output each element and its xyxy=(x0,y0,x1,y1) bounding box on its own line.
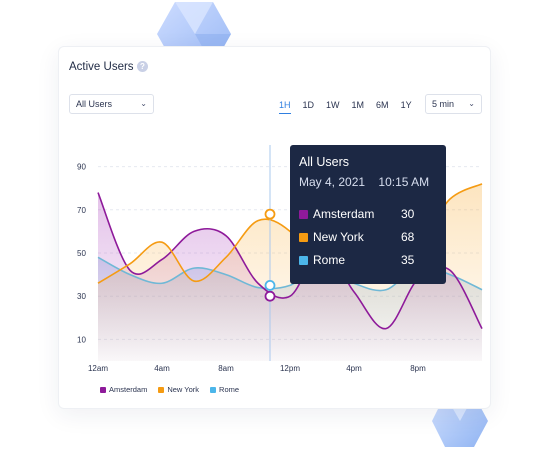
legend-swatch xyxy=(100,386,106,393)
chart-tooltip: All Users May 4, 2021 10:15 AM Amsterdam… xyxy=(290,145,446,284)
x-tick-label: 12pm xyxy=(280,364,300,373)
x-tick-label: 8am xyxy=(218,364,234,373)
tooltip-swatch xyxy=(299,209,308,219)
chart-legend: Amsterdam New York Rome xyxy=(100,385,250,394)
tooltip-row-value: 30 xyxy=(401,207,415,221)
marker-amsterdam xyxy=(264,290,276,302)
help-icon[interactable]: ? xyxy=(137,61,148,72)
tooltip-row-rome: Rome 35 xyxy=(299,253,437,267)
y-tick-label: 10 xyxy=(77,335,86,344)
legend-swatch xyxy=(210,386,217,393)
legend-label: New York xyxy=(167,385,200,394)
tooltip-row-amsterdam: Amsterdam 30 xyxy=(299,207,437,221)
x-tick-label: 4am xyxy=(154,364,170,373)
card-title: Active Users xyxy=(69,61,134,73)
tab-range-6m[interactable]: 6M xyxy=(376,100,389,110)
tooltip-row-name: Rome xyxy=(313,253,346,267)
tooltip-title: All Users xyxy=(299,155,350,169)
tooltip-row-name: New York xyxy=(313,230,364,244)
legend-label: Amsterdam xyxy=(109,385,148,394)
x-tick-label: 8pm xyxy=(410,364,426,373)
tab-range-1h[interactable]: 1H xyxy=(279,100,291,114)
legend-item-rome[interactable]: Rome xyxy=(210,385,239,394)
chevron-down-icon: ⌄ xyxy=(140,99,147,108)
interval-select-value: 5 min xyxy=(432,99,455,109)
legend-item-amsterdam[interactable]: Amsterdam xyxy=(100,385,147,394)
segment-select-value: All Users xyxy=(76,99,113,109)
tooltip-row-new-york: New York 68 xyxy=(299,230,437,244)
legend-swatch xyxy=(158,386,165,393)
tab-range-1m[interactable]: 1M xyxy=(351,100,365,110)
tooltip-time: 10:15 AM xyxy=(378,175,430,189)
tooltip-date: May 4, 2021 xyxy=(299,175,366,189)
chevron-down-icon: ⌄ xyxy=(468,99,475,108)
tooltip-row-name: Amsterdam xyxy=(313,207,375,221)
tab-range-1d[interactable]: 1D xyxy=(302,100,315,110)
tooltip-row-value: 68 xyxy=(401,230,415,244)
x-tick-label: 12am xyxy=(88,364,108,373)
x-tick-label: 4pm xyxy=(346,364,362,373)
marker-new-york xyxy=(264,208,276,220)
tooltip-datetime: May 4, 2021 10:15 AM xyxy=(299,175,437,189)
marker-rome xyxy=(264,279,276,291)
legend-label: Rome xyxy=(219,385,240,394)
tooltip-swatch xyxy=(299,255,308,265)
tab-range-1y[interactable]: 1Y xyxy=(400,100,412,110)
legend-item-new-york[interactable]: New York xyxy=(158,385,199,394)
tooltip-swatch xyxy=(299,232,308,242)
y-tick-label: 30 xyxy=(77,292,86,301)
tab-range-1w[interactable]: 1W xyxy=(326,100,340,110)
tooltip-row-value: 35 xyxy=(401,253,415,267)
segment-select[interactable]: All Users ⌄ xyxy=(69,94,154,114)
interval-select[interactable]: 5 min ⌄ xyxy=(425,94,482,114)
time-range-tabs: 1H 1D 1W 1M 6M 1Y xyxy=(279,100,424,114)
y-tick-label: 50 xyxy=(77,249,86,258)
y-tick-label: 70 xyxy=(77,206,86,215)
y-tick-label: 90 xyxy=(77,163,86,172)
